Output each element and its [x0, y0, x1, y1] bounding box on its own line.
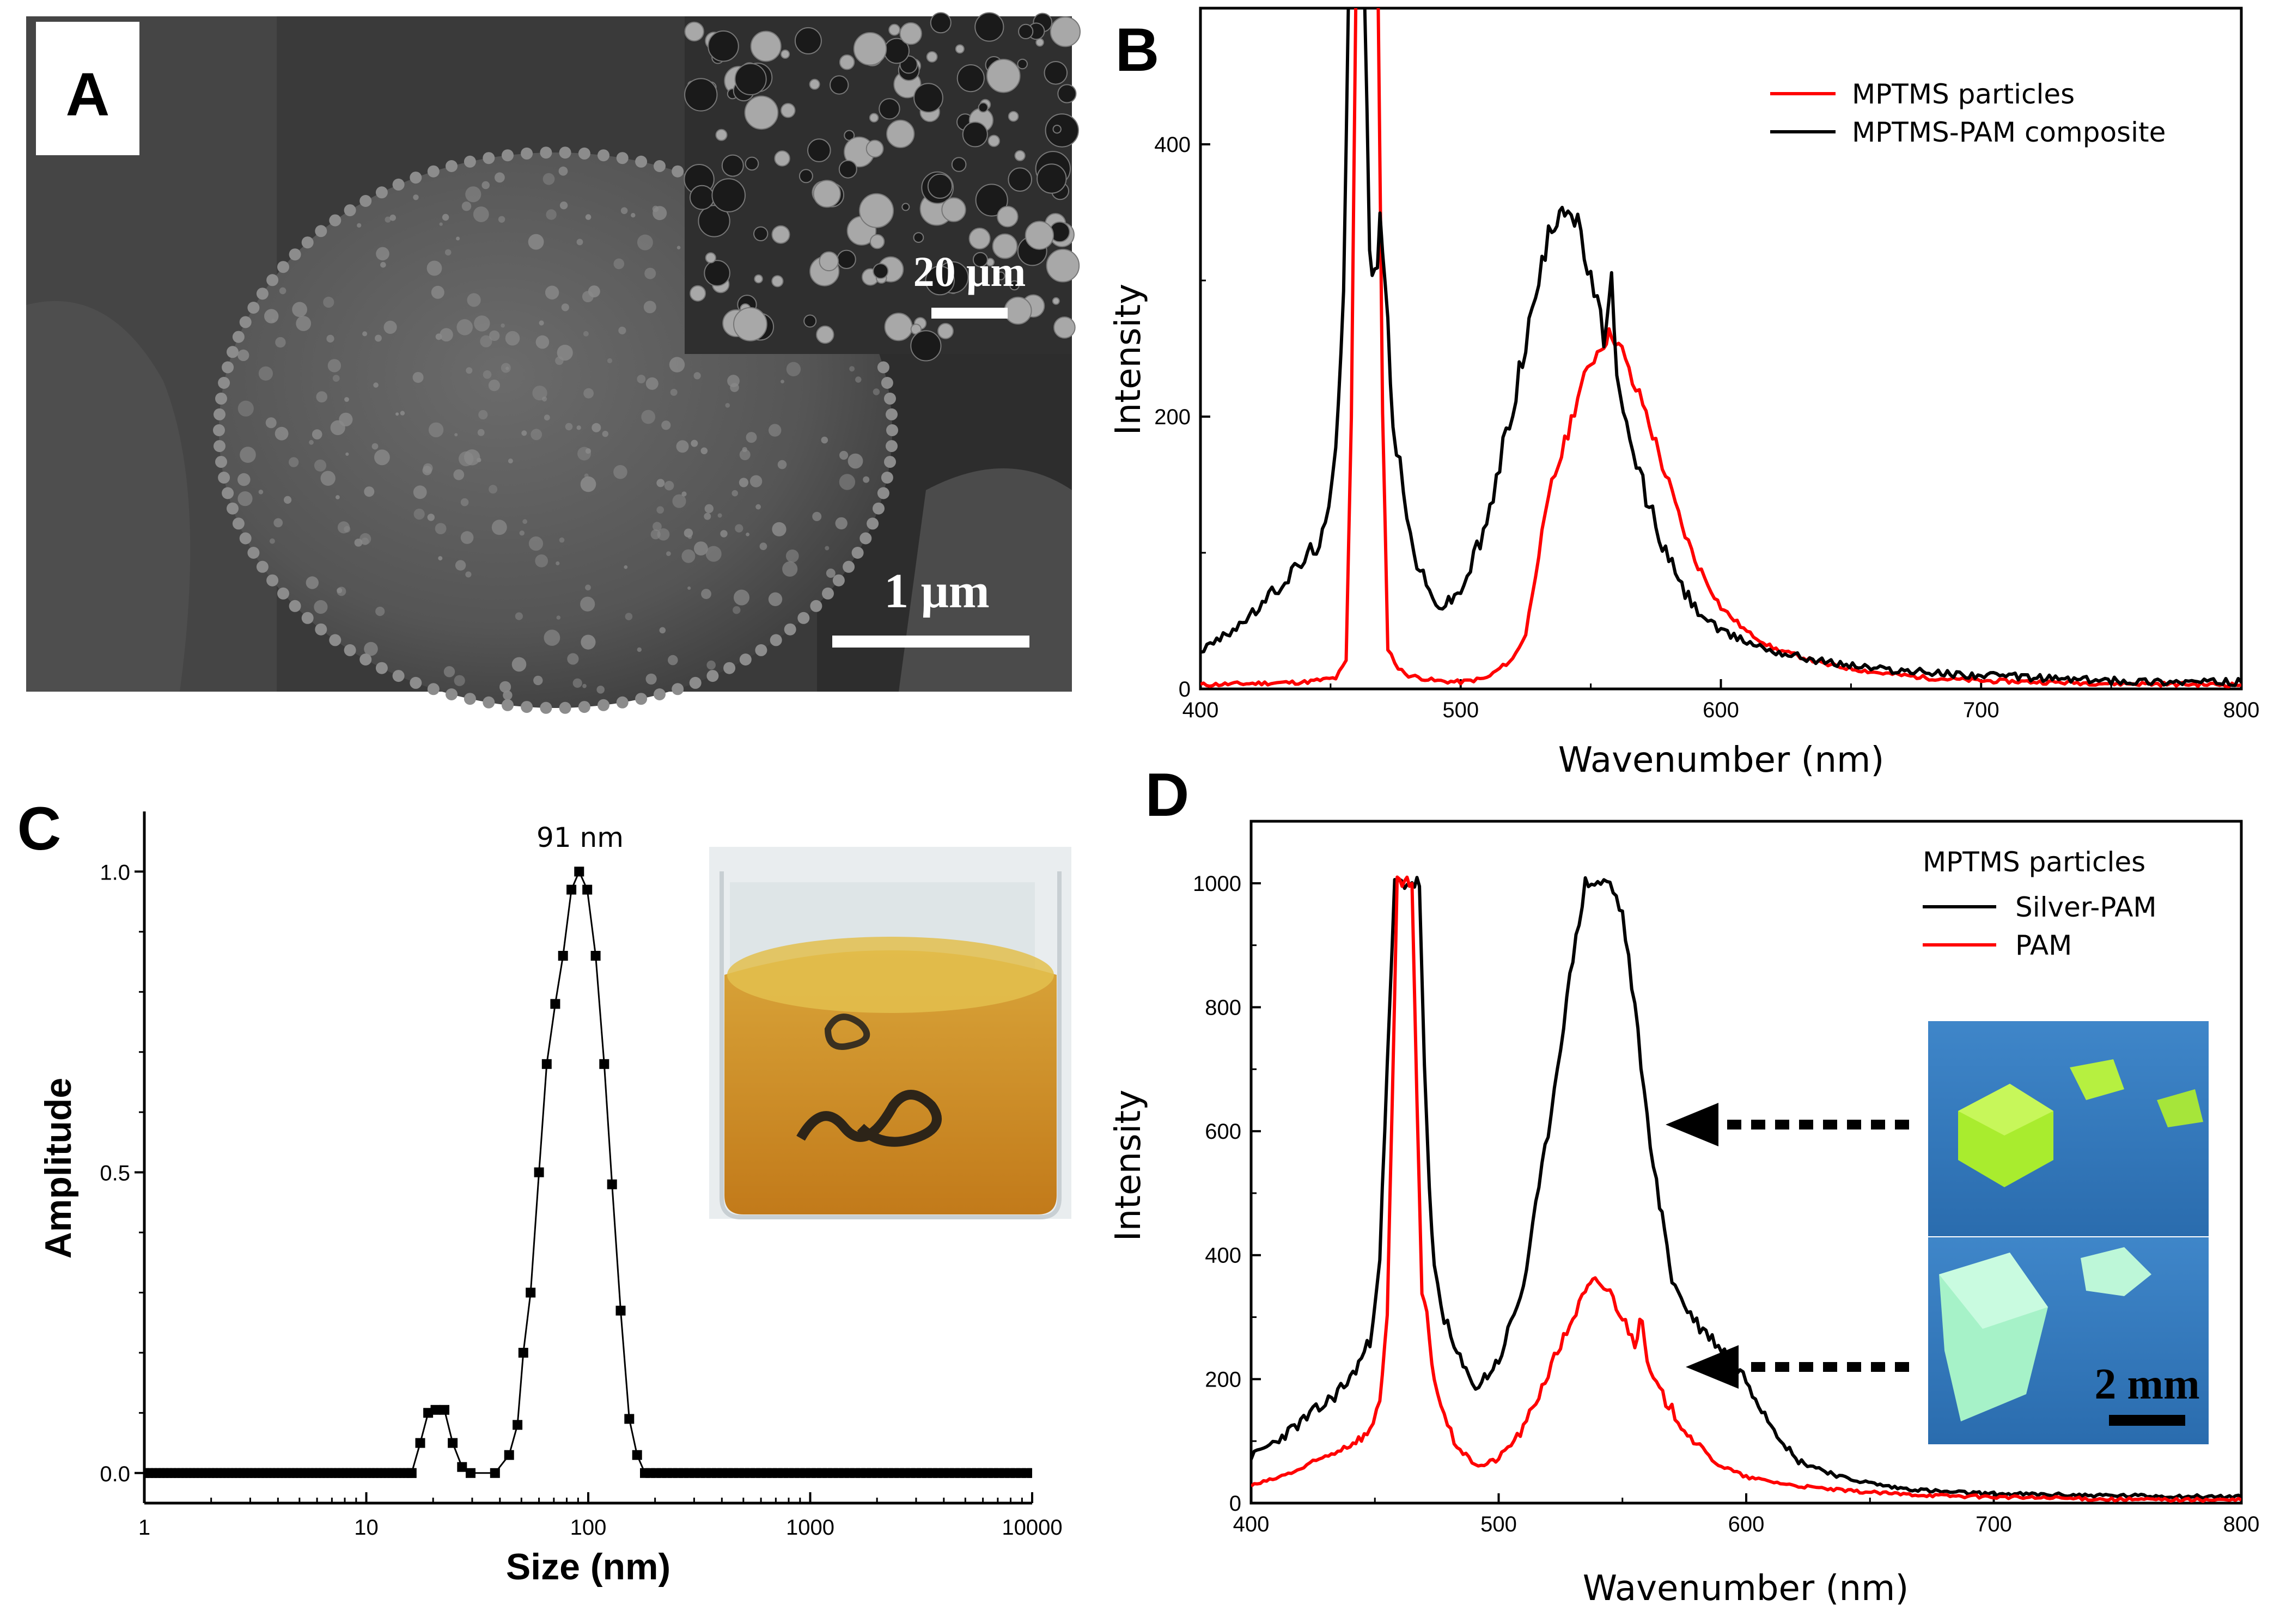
x-tick-label: 500 — [1442, 698, 1479, 722]
panel-d-ylabel: Intensity — [1108, 1090, 1149, 1242]
x-tick-label: 1 — [138, 1516, 150, 1540]
y-tick-label: 1.0 — [100, 860, 130, 884]
data-point — [518, 1347, 528, 1358]
data-point — [1027, 1468, 1032, 1478]
panel-c-ylabel: Amplitude — [38, 1078, 79, 1259]
inset-scale-label: 20 μm — [913, 248, 1026, 295]
x-tick-label: 10 — [354, 1516, 379, 1540]
main-scale-label: 1 μm — [884, 564, 990, 618]
panel-b-legend: MPTMS particles MPTMS-PAM composite — [1770, 78, 2166, 148]
inset-microspheres — [684, 12, 1081, 362]
gel-photos: 2 mm — [1928, 1021, 2209, 1444]
data-point — [574, 866, 584, 877]
panel-c-xlabel: Size (nm) — [506, 1546, 670, 1588]
data-point — [607, 1179, 617, 1189]
data-point — [440, 1405, 449, 1415]
data-point — [406, 1468, 417, 1478]
series-silver-pam-line — [1251, 876, 2241, 1500]
y-tick-label: 200 — [1154, 405, 1191, 429]
vial-photo — [709, 847, 1071, 1219]
peak-annotation: 91 nm — [537, 822, 624, 853]
series-mptms-particles-line — [1200, 8, 2241, 688]
panel-c-axes: 1 10 100 1000 10000 0.0 0.5 1.0 — [100, 860, 1062, 1540]
panel-d-axes: 400 500 600 700 800 0 200 400 600 800 1000 — [1193, 872, 2259, 1536]
panel-b: B 400 500 600 700 800 0 200 400 MPTMS particles… — [1108, 7, 2259, 780]
panel-b-xlabel: Wavenumber (nm) — [1558, 740, 1885, 780]
y-tick-label: 600 — [1205, 1120, 1241, 1144]
y-tick-label: 800 — [1205, 996, 1241, 1019]
data-point — [415, 1438, 425, 1448]
x-tick-label: 600 — [1703, 698, 1739, 722]
data-point — [566, 884, 577, 895]
pointer-arrows — [1666, 1103, 1909, 1389]
y-tick-label: 0 — [1229, 1492, 1241, 1516]
y-tick-label: 1000 — [1193, 872, 1241, 896]
x-tick-label: 100 — [570, 1516, 607, 1540]
series-pam-line — [1251, 875, 2241, 1503]
surface-nanoparticles — [213, 146, 898, 714]
x-tick-label: 1000 — [786, 1516, 834, 1540]
data-point — [466, 1468, 475, 1478]
y-tick-label: 0.0 — [100, 1462, 130, 1486]
y-tick-label: 400 — [1154, 133, 1191, 157]
data-point — [448, 1438, 458, 1448]
data-point — [590, 951, 601, 961]
data-point — [615, 1305, 626, 1316]
x-tick-label: 700 — [1976, 1512, 2012, 1536]
panel-a-label-box — [36, 22, 139, 155]
data-point — [632, 1450, 642, 1460]
data-point — [430, 1405, 441, 1415]
photo-scale-label: 2 mm — [2094, 1360, 2199, 1408]
x-tick-label: 500 — [1480, 1512, 1517, 1536]
data-point — [513, 1420, 523, 1430]
legend-label-mptms-particles: MPTMS particles — [1852, 78, 2075, 110]
data-point — [550, 999, 560, 1009]
data-point — [490, 1468, 500, 1478]
legend-title: MPTMS particles — [1923, 846, 2145, 878]
panel-d-xlabel: Wavenumber (nm) — [1583, 1568, 1909, 1609]
series-mptms-pam-composite-line — [1200, 8, 2241, 687]
panel-c-letter: C — [17, 795, 62, 863]
x-tick-label: 400 — [1182, 698, 1219, 722]
panel-a-letter: A — [66, 60, 110, 129]
data-point — [599, 1059, 609, 1069]
data-point — [582, 884, 593, 895]
panel-b-ylabel: Intensity — [1108, 284, 1149, 436]
x-tick-label: 600 — [1728, 1512, 1765, 1536]
legend-label-silver-pam: Silver-PAM — [2015, 892, 2157, 923]
panel-a: 20 μm 1 μm A — [26, 12, 1081, 714]
silver-pam-arrowhead — [1666, 1103, 1718, 1146]
panel-b-axes: 400 500 600 700 800 0 200 400 — [1154, 133, 2259, 722]
data-point — [526, 1287, 536, 1298]
vial-liquid — [724, 950, 1057, 1214]
panel-d-letter: D — [1145, 761, 1190, 829]
y-tick-label: 0 — [1179, 677, 1191, 701]
panel-b-plot-frame — [1199, 7, 2243, 691]
pam-arrowhead — [1686, 1345, 1739, 1389]
y-tick-label: 400 — [1205, 1244, 1241, 1268]
data-point — [457, 1462, 467, 1472]
data-point — [558, 951, 568, 961]
panel-d: D 400 500 600 700 800 0 200 400 600 800 1000 MPTMS… — [1108, 761, 2259, 1609]
x-tick-label: 800 — [2223, 1512, 2260, 1536]
panel-b-letter: B — [1115, 16, 1160, 84]
data-point — [534, 1167, 544, 1177]
legend-label-mptms-pam-composite: MPTMS-PAM composite — [1852, 117, 2166, 148]
y-tick-label: 0.5 — [100, 1162, 130, 1186]
legend-label-pam: PAM — [2015, 930, 2072, 961]
x-tick-label: 400 — [1233, 1512, 1270, 1536]
panel-c: C 1 10 100 1000 10000 0.0 0.5 1.0 91 nm Size (n… — [17, 795, 1071, 1588]
data-point — [624, 1414, 635, 1424]
x-tick-label: 10000 — [1002, 1516, 1062, 1540]
panel-d-legend: MPTMS particles Silver-PAM PAM — [1923, 846, 2157, 961]
data-point — [541, 1059, 552, 1069]
data-point — [504, 1450, 514, 1460]
x-tick-label: 800 — [2223, 698, 2260, 722]
vial-glass — [720, 871, 1062, 1219]
x-tick-label: 700 — [1963, 698, 1999, 722]
y-tick-label: 200 — [1205, 1367, 1241, 1391]
